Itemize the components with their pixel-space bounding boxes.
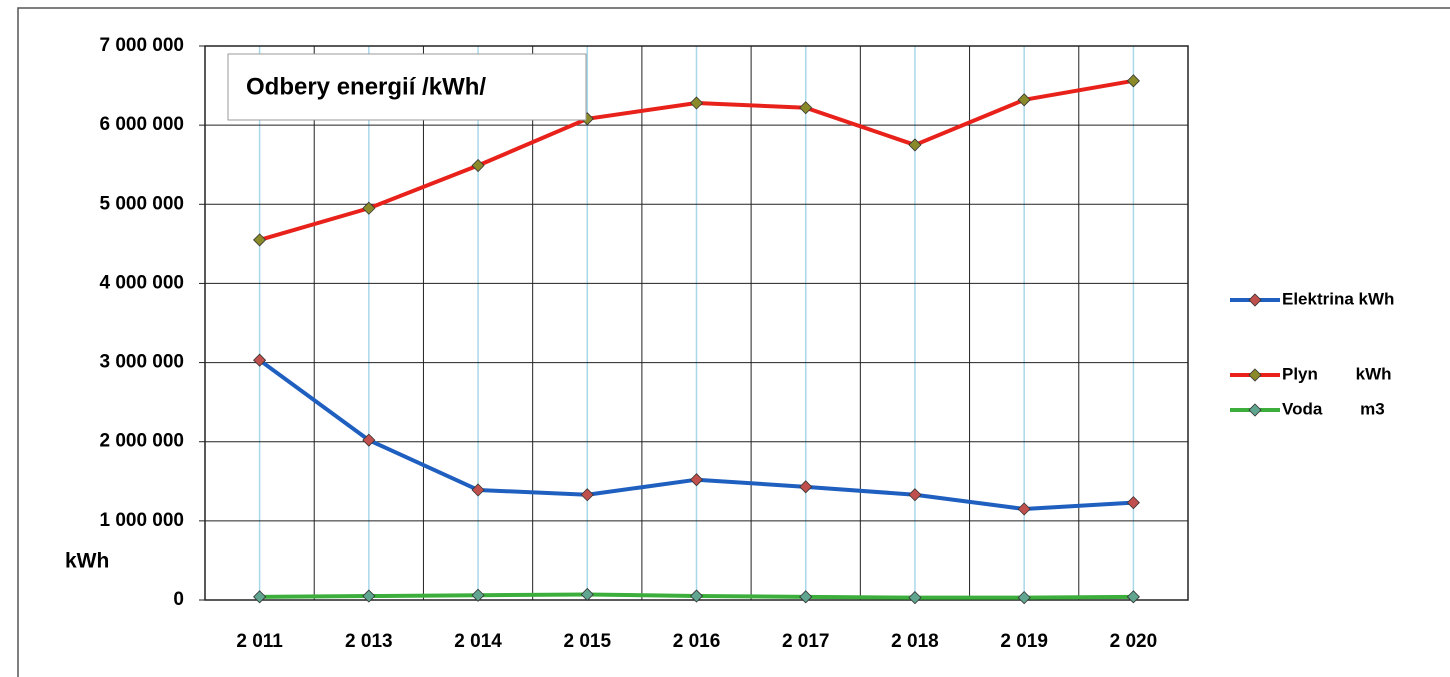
data-point: [1017, 502, 1031, 516]
y-axis-label: kWh: [65, 550, 109, 573]
data-point: [799, 590, 813, 604]
data-point: [471, 158, 485, 173]
data-point: [580, 488, 594, 502]
x-tick-label: 2 014: [454, 631, 502, 652]
data-point: [908, 488, 922, 502]
x-tick-label: 2 017: [782, 631, 830, 652]
data-point: [253, 353, 267, 367]
legend-marker: [1248, 368, 1262, 382]
data-point: [253, 590, 267, 604]
data-point: [1126, 590, 1140, 604]
legend-label: Plyn kWh: [1282, 364, 1392, 383]
data-point: [908, 138, 922, 152]
data-point: [799, 101, 813, 115]
title-box: [227, 53, 587, 121]
y-tick-label: 7 000 000: [99, 35, 184, 56]
frame: [17, 7, 1450, 677]
data-point: [689, 473, 704, 487]
y-tick-label: 1 000 000: [99, 510, 184, 531]
x-tick-label: 2 016: [673, 631, 721, 652]
y-tick-label: 5 000 000: [99, 193, 184, 214]
y-tick-label: 6 000 000: [99, 114, 184, 135]
legend-marker: [1248, 403, 1262, 417]
data-point: [689, 589, 704, 603]
y-tick-label: 3 000 000: [99, 352, 184, 373]
data-point: [799, 480, 813, 494]
x-tick-label: 2 018: [891, 631, 939, 652]
data-point: [689, 96, 704, 110]
data-point: [1126, 74, 1140, 88]
x-tick-label: 2 015: [564, 631, 612, 652]
data-point: [362, 589, 376, 603]
data-point: [362, 433, 376, 447]
chart-title: Odbery energií /kWh/: [246, 73, 486, 100]
legend-marker: [1248, 293, 1262, 307]
data-point: [1017, 591, 1031, 605]
data-point: [253, 233, 267, 247]
x-tick-label: 2 020: [1110, 631, 1158, 652]
data-point: [1126, 496, 1140, 510]
y-tick-label: 2 000 000: [99, 431, 184, 452]
data-point: [362, 201, 376, 215]
x-tick-label: 2 013: [345, 631, 393, 652]
data-point: [471, 483, 485, 497]
plot-area: 0 1 000 000 2 000 000 3 000 000 4 000 000 5 0…: [99, 35, 1394, 652]
legend-label: Elektrina kWh: [1282, 289, 1394, 308]
y-tick-label: 0: [173, 589, 184, 610]
data-point: [1017, 93, 1031, 107]
data-point: [580, 587, 594, 602]
x-tick-label: 2 019: [1000, 631, 1048, 652]
data-point: [471, 588, 485, 602]
data-point: [908, 591, 922, 605]
y-tick-label: 4 000 000: [99, 272, 184, 293]
legend-label: Voda m3: [1282, 399, 1385, 418]
x-tick-label: 2 011: [236, 631, 283, 652]
